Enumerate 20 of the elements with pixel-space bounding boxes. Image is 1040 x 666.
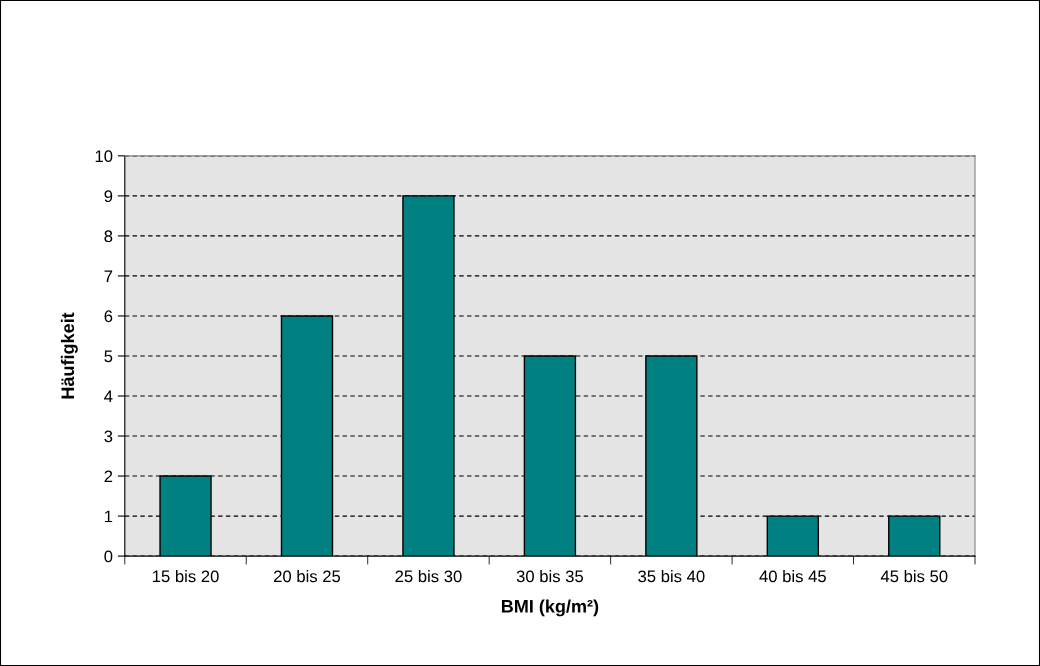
x-tick-label: 30 bis 35 [516,570,584,583]
x-tick-label: 25 bis 30 [395,570,462,583]
y-tick-label: 0 [104,550,113,563]
x-tick-label: 20 bis 25 [274,570,341,583]
x-tick-label: 35 bis 40 [638,570,705,583]
y-tick-label: 8 [104,230,113,243]
x-tick-label: 15 bis 20 [152,570,219,583]
y-tick-label: 5 [104,350,113,363]
y-tick-label: 9 [104,190,113,203]
x-tick-label: 40 bis 45 [759,570,826,583]
y-tick-label: 3 [104,430,113,443]
y-tick-label: 10 [95,150,113,163]
y-axis-title: Häufigkeit [60,312,78,399]
y-tick-label: 7 [104,270,113,282]
y-tick-label: 2 [104,470,113,483]
x-axis-title: BMI (kg/m²) [501,599,599,617]
y-tick-label: 4 [104,390,113,403]
x-tick-label: 45 bis 50 [880,570,948,583]
y-tick-label: 1 [105,510,113,523]
y-tick-label: 6 [104,310,113,323]
